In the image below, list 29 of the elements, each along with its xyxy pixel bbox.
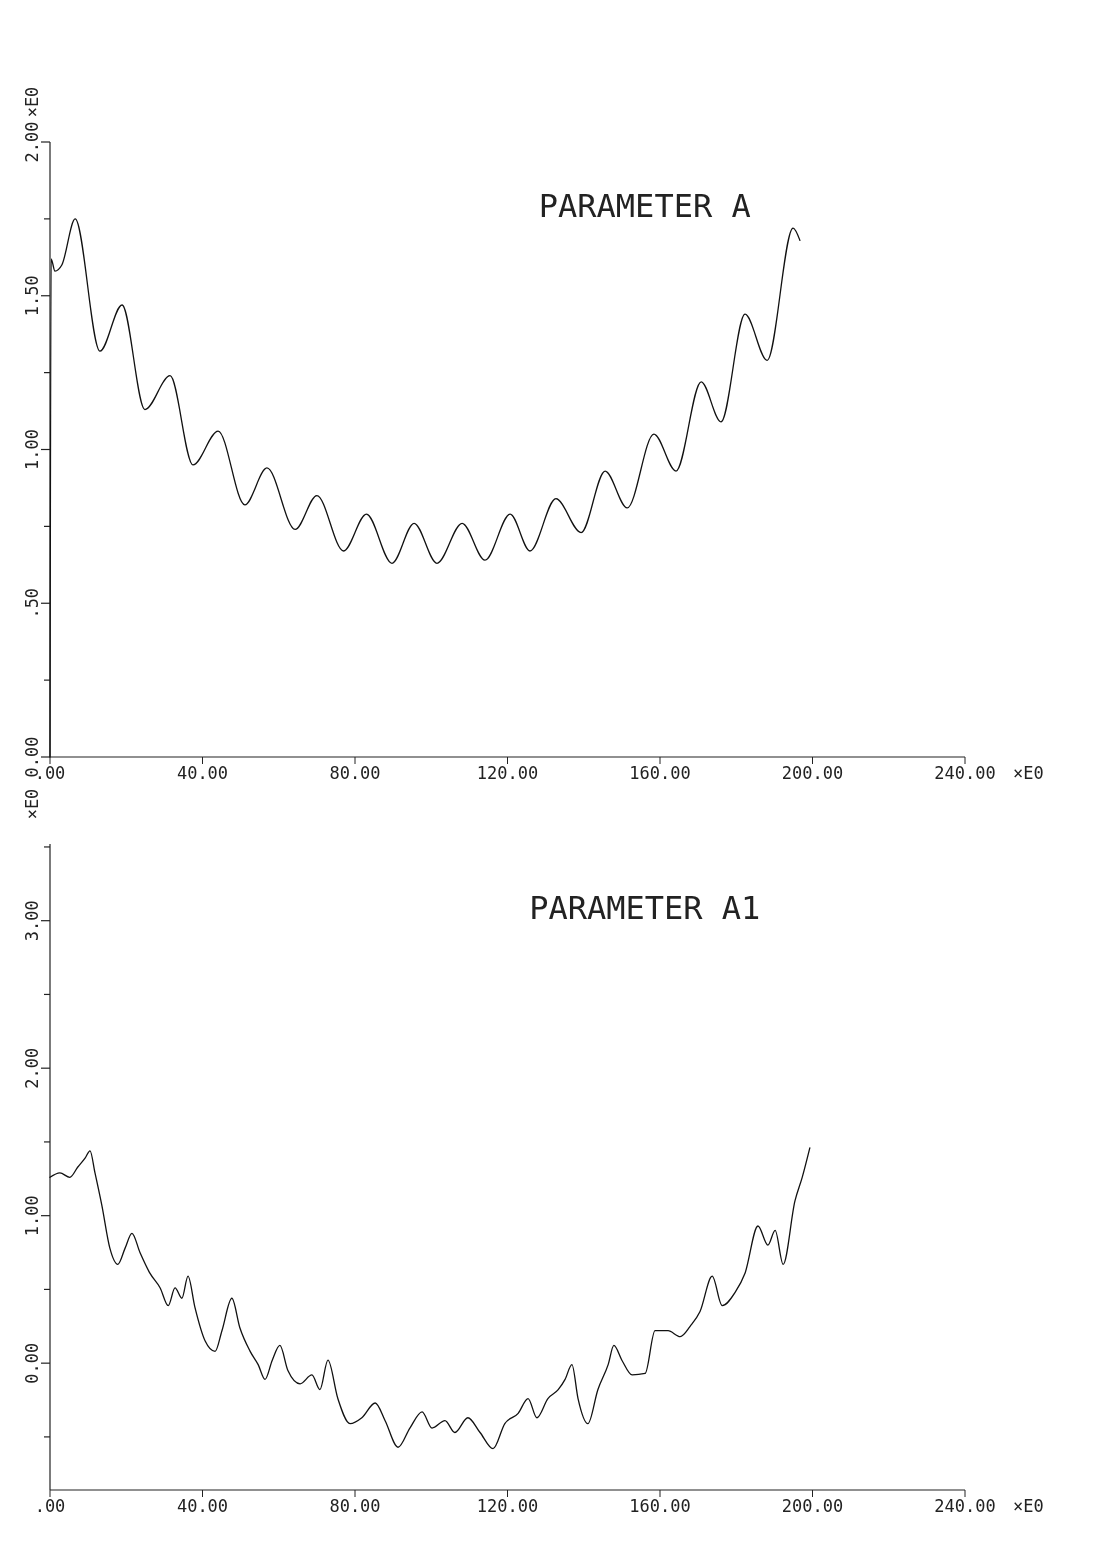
y-tick-label: 0.00 bbox=[22, 1342, 42, 1384]
y-axis-title: ×E0 bbox=[22, 788, 42, 820]
x-tick-label: 160.00 bbox=[629, 763, 691, 783]
x-tick-label: .00 bbox=[34, 1496, 66, 1516]
y-axis-title: ×E0 bbox=[22, 86, 42, 118]
x-tick-label: 40.00 bbox=[176, 763, 229, 783]
x-tick-label: 200.00 bbox=[781, 1496, 844, 1516]
y-tick-label: 1.50 bbox=[22, 275, 42, 317]
text: PARAMETER A1 bbox=[529, 889, 761, 927]
x-tick-label: 160.00 bbox=[629, 1496, 691, 1516]
x-tick-label: 240.00 bbox=[934, 763, 996, 783]
y-tick-label: 1.00 bbox=[22, 1195, 42, 1237]
x-tick-label: 240.00 bbox=[934, 1496, 996, 1516]
x-tick-label: 80.00 bbox=[329, 1496, 381, 1516]
x-axis-title: ×E0 bbox=[1013, 763, 1044, 783]
y-tick-label: 3.00 bbox=[22, 900, 42, 942]
text: PARAMETER A bbox=[538, 187, 751, 225]
x-tick-label: 80.00 bbox=[329, 763, 381, 783]
y-tick-label: 2.00 bbox=[22, 121, 42, 163]
x-axis-title: ×E0 bbox=[1013, 1496, 1044, 1516]
x-tick-label: 120.00 bbox=[476, 763, 539, 783]
x-tick-label: 120.00 bbox=[476, 1496, 539, 1516]
x-tick-label: 40.00 bbox=[176, 1496, 229, 1516]
y-tick-label: 1.00 bbox=[22, 429, 42, 470]
line-series bbox=[49, 218, 801, 758]
x-tick-label: 200.00 bbox=[781, 763, 844, 783]
y-tick-label: 2.00 bbox=[22, 1047, 42, 1089]
y-tick-label: .50 bbox=[22, 587, 42, 619]
line-series bbox=[49, 1147, 811, 1450]
